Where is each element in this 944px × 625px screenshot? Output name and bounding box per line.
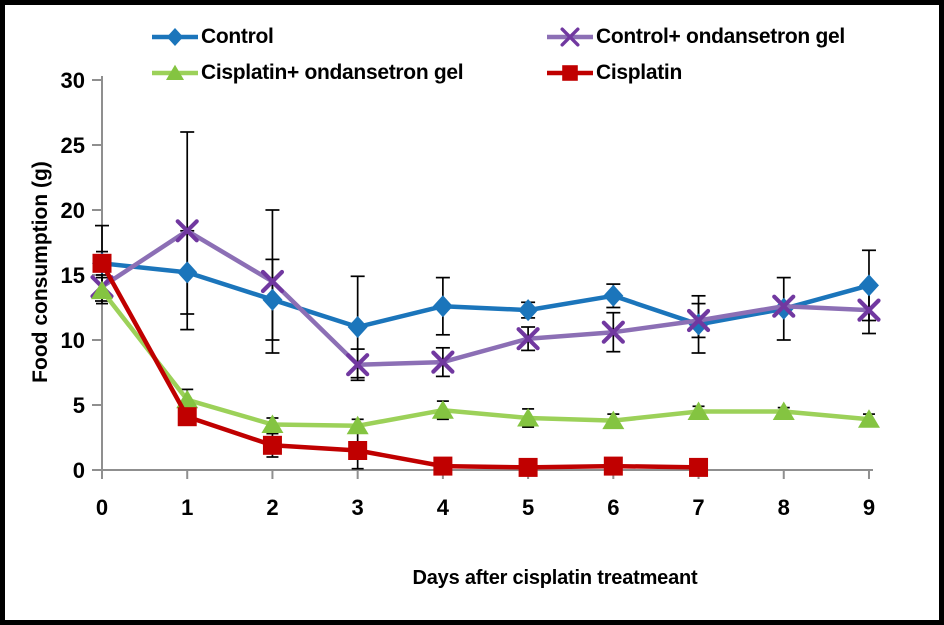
- x-tick-label: 6: [607, 495, 619, 520]
- x-marker-icon: [601, 320, 625, 344]
- x-marker-icon: [686, 308, 711, 333]
- legend-label: Control: [201, 25, 274, 48]
- square-marker-icon: [603, 456, 623, 476]
- x-tick-label: 1: [181, 495, 193, 520]
- series-square: [92, 253, 709, 477]
- triangle-marker-icon: [602, 410, 625, 430]
- axes: 0 5 10 15 20 25 30 0 1 2 3 4 5 6 7 8 9: [61, 68, 876, 520]
- x-tick-label: 0: [96, 495, 108, 520]
- legend-label: Cisplatin+ ondansetron gel: [201, 61, 464, 84]
- y-tick-label: 20: [61, 198, 85, 223]
- series-x: [90, 219, 881, 377]
- square-marker-icon: [348, 441, 368, 460]
- error-bars-diamond: [95, 224, 876, 379]
- square-marker-icon: [177, 407, 197, 427]
- series-line: [99, 261, 701, 470]
- legend-label: Cisplatin: [596, 61, 682, 84]
- y-axis-title: Food consumption (g): [29, 161, 52, 383]
- y-tick-label: 30: [61, 68, 85, 93]
- legend-item-cisplatin: Cisplatin: [547, 60, 682, 86]
- diamond-marker-icon: [432, 295, 453, 318]
- x-tick-label: 8: [778, 495, 790, 520]
- triangle-marker-icon: [772, 401, 795, 420]
- square-marker-icon: [562, 65, 578, 81]
- x-marker-icon: [560, 27, 580, 47]
- diamond-marker-icon: [177, 261, 198, 284]
- x-marker-icon: [431, 350, 455, 374]
- x-marker-icon: [346, 353, 370, 377]
- x-marker-icon: [857, 298, 881, 322]
- y-tick-label: 25: [61, 133, 85, 158]
- series-line: [99, 288, 872, 429]
- x-marker-icon: [260, 269, 285, 294]
- diamond-marker-icon: [688, 313, 709, 336]
- legend-label: Control+ ondansetron gel: [596, 25, 845, 48]
- triangle-marker-icon: [261, 414, 284, 433]
- square-marker-icon: [92, 253, 112, 273]
- x-tick-label: 2: [266, 495, 278, 520]
- square-marker-icon: [433, 456, 453, 476]
- diamond-marker-icon: [518, 299, 539, 322]
- diamond-marker-icon: [166, 27, 184, 47]
- series-line: [99, 261, 872, 330]
- diamond-marker-icon: [858, 274, 879, 297]
- triangle-marker-icon: [857, 409, 880, 428]
- square-marker-icon: [518, 457, 538, 477]
- y-tick-label: 10: [61, 328, 85, 353]
- x-marker-icon: [547, 27, 593, 47]
- diamond-marker-icon: [347, 316, 368, 338]
- triangle-marker-icon: [687, 401, 710, 420]
- series-triangle: [91, 280, 880, 435]
- x-tick-label: 4: [437, 495, 450, 520]
- series-diamond: [92, 252, 879, 338]
- diamond-marker-icon: [603, 284, 624, 307]
- y-tick-label: 0: [73, 458, 85, 483]
- x-tick-label: 9: [863, 495, 875, 520]
- legend-item-control-ondansetron: Control+ ondansetron gel: [547, 24, 845, 50]
- square-marker-icon: [547, 65, 593, 81]
- diamond-marker-icon: [262, 288, 283, 311]
- triangle-marker-icon: [165, 64, 185, 80]
- diamond-marker-icon: [152, 27, 198, 47]
- x-axis-title: Days after cisplatin treatmeant: [412, 567, 698, 589]
- x-tick-label: 7: [692, 495, 704, 520]
- triangle-marker-icon: [346, 415, 369, 435]
- x-marker-icon: [772, 294, 796, 318]
- series-line: [99, 228, 872, 367]
- triangle-marker-icon: [91, 280, 113, 300]
- y-tick-label: 15: [61, 263, 85, 288]
- triangle-marker-icon: [152, 64, 198, 80]
- x-tick-label: 5: [522, 495, 534, 520]
- triangle-marker-icon: [517, 408, 540, 427]
- error-bars-x: [180, 131, 876, 382]
- x-tick-label: 3: [352, 495, 364, 520]
- x-marker-icon: [516, 327, 540, 351]
- square-marker-icon: [262, 435, 282, 455]
- triangle-marker-icon: [431, 400, 454, 419]
- legend-item-control: Control: [152, 24, 274, 50]
- legend-item-cisplatin-ondansetron: Cisplatin+ ondansetron gel: [152, 60, 464, 86]
- x-marker-icon: [175, 219, 199, 243]
- square-marker-icon: [689, 457, 709, 477]
- y-tick-label: 5: [73, 393, 85, 418]
